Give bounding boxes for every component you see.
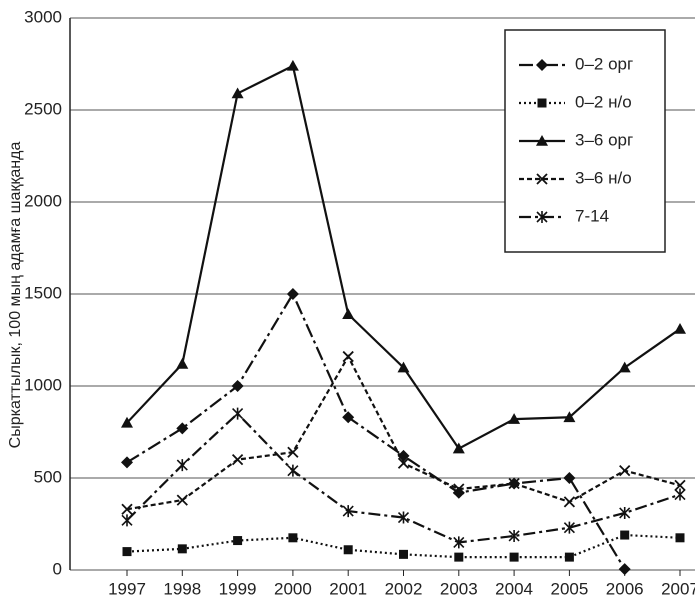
- marker: [176, 459, 188, 472]
- marker: [508, 529, 520, 542]
- marker: [397, 457, 410, 469]
- marker: [563, 472, 576, 484]
- marker: [231, 380, 244, 392]
- marker: [232, 407, 244, 420]
- legend-label: 7-14: [575, 206, 609, 225]
- legend-label: 3–6 орг: [575, 130, 633, 149]
- marker: [537, 98, 547, 108]
- y-tick-label: 1500: [24, 283, 62, 302]
- marker: [508, 477, 520, 490]
- marker: [536, 59, 548, 71]
- marker: [453, 536, 465, 549]
- marker: [536, 211, 548, 223]
- marker: [122, 547, 132, 557]
- marker: [342, 308, 355, 320]
- marker: [342, 505, 354, 518]
- marker: [563, 411, 576, 423]
- marker: [287, 446, 299, 458]
- marker: [674, 479, 686, 491]
- marker: [121, 503, 133, 515]
- x-tick-label: 2007: [661, 579, 695, 598]
- marker: [618, 563, 631, 576]
- marker: [231, 87, 244, 99]
- x-tick-label: 2006: [606, 579, 644, 598]
- x-tick-label: 1998: [163, 579, 201, 598]
- marker: [176, 494, 188, 506]
- y-tick-label: 0: [53, 559, 62, 578]
- y-tick-label: 2000: [24, 191, 62, 210]
- marker: [176, 422, 189, 435]
- marker: [620, 530, 630, 540]
- marker: [454, 552, 464, 562]
- marker: [121, 514, 133, 527]
- series-line: [126, 291, 626, 570]
- marker: [177, 544, 187, 554]
- marker: [287, 464, 299, 477]
- marker: [536, 135, 548, 146]
- y-tick-label: 500: [34, 467, 62, 486]
- marker: [674, 322, 686, 334]
- marker: [121, 456, 133, 469]
- marker: [397, 361, 410, 373]
- x-tick-label: 2004: [495, 579, 533, 598]
- marker: [121, 416, 133, 428]
- x-tick-label: 1999: [219, 579, 257, 598]
- marker: [231, 453, 244, 466]
- x-tick-label: 2005: [550, 579, 588, 598]
- marker: [452, 442, 465, 454]
- marker: [563, 496, 576, 508]
- legend-label: 0–2 н/о: [575, 92, 632, 111]
- marker: [536, 173, 548, 185]
- marker: [176, 357, 189, 369]
- marker: [397, 511, 410, 524]
- marker: [674, 488, 686, 501]
- legend-label: 3–6 н/о: [575, 168, 632, 187]
- marker: [563, 521, 575, 534]
- x-tick-label: 2003: [440, 579, 478, 598]
- marker: [397, 449, 410, 462]
- x-tick-label: 2001: [329, 579, 367, 598]
- x-tick-label: 2000: [274, 579, 312, 598]
- marker: [564, 552, 574, 562]
- marker: [619, 506, 631, 519]
- marker: [343, 545, 353, 555]
- y-tick-label: 2500: [24, 99, 62, 118]
- marker: [509, 552, 519, 562]
- marker: [453, 483, 465, 495]
- marker: [288, 533, 298, 543]
- x-tick-label: 1997: [108, 579, 146, 598]
- marker: [286, 288, 299, 300]
- marker: [618, 361, 631, 373]
- y-axis-label: Сыркаттылык, 100 мың адамға шаққанда: [7, 142, 24, 449]
- marker: [233, 536, 243, 546]
- marker: [399, 549, 408, 559]
- marker: [619, 465, 631, 477]
- x-tick-label: 2002: [385, 579, 423, 598]
- legend-label: 0–2 орг: [575, 54, 633, 73]
- y-tick-label: 3000: [24, 7, 62, 26]
- y-tick-label: 1000: [24, 375, 62, 394]
- marker: [508, 413, 521, 424]
- marker: [286, 59, 299, 71]
- marker: [675, 533, 685, 543]
- marker: [342, 350, 354, 363]
- marker: [342, 411, 355, 424]
